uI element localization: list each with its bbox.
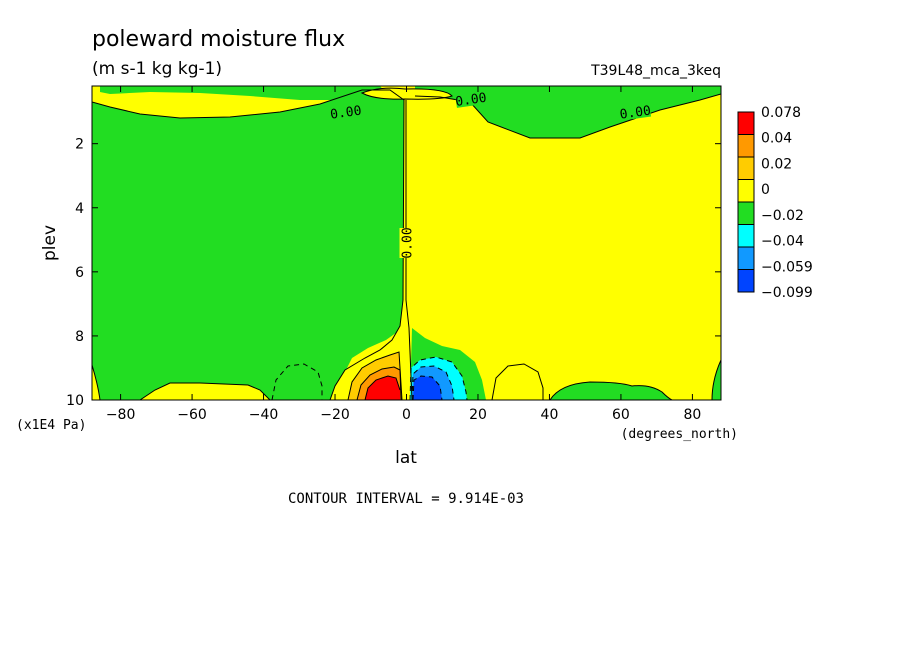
colorbar: 0.078 0.04 0.02 0 −0.02 −0.04 −0.059 −0.099 <box>737 105 813 301</box>
zero-contour-equator <box>405 100 413 400</box>
positive-cell-red <box>365 376 400 400</box>
zero-contour-north-bottom <box>549 381 673 400</box>
y-tick-label: 4 <box>75 201 84 217</box>
contour-label-bg <box>399 228 414 258</box>
x-tick-label: 40 <box>541 407 559 423</box>
contour-label: 0.00 <box>329 102 363 123</box>
contour-label-text: 0.00 <box>619 104 652 123</box>
x-tick-label: 0 <box>402 407 411 423</box>
contour-label: 0.00 <box>619 102 652 123</box>
colorbar-swatch <box>737 201 755 225</box>
contour-label-bg <box>329 102 362 121</box>
colorbar-label: 0 <box>761 182 770 198</box>
y-axis-label: plev <box>40 225 60 261</box>
colorbar-label: −0.099 <box>761 285 813 301</box>
x-tick-label: 80 <box>683 407 701 423</box>
region-south-negative <box>92 90 404 400</box>
units-subtitle: (m s-1 kg kg-1) <box>92 59 222 79</box>
x-axis-label: lat <box>395 448 417 468</box>
colorbar-label: 0.02 <box>761 156 792 172</box>
colorbar-swatch <box>737 269 755 293</box>
contour-interval-text: CONTOUR INTERVAL = 9.914E-03 <box>288 491 524 507</box>
x-axis-units: (degrees_north) <box>621 427 738 442</box>
colorbar-label: −0.02 <box>761 208 804 224</box>
colorbar-label: 0.04 <box>761 131 792 147</box>
colorbar-swatch <box>737 224 755 248</box>
y-tick-label: 8 <box>75 329 84 345</box>
contour-label: 0.00 <box>454 89 488 110</box>
contour-label-text: 0.00 <box>329 104 362 123</box>
colorbar-swatch <box>737 246 755 270</box>
region-north-top <box>415 86 721 138</box>
y-tick-label: 2 <box>75 137 84 153</box>
contour-label-text: 0.00 <box>401 227 416 258</box>
x-tick-label: 60 <box>612 407 630 423</box>
y-axis: 2 4 6 8 10 <box>66 137 721 409</box>
contour-labels: 0.00 0.00 0.00 0.00 <box>329 89 652 259</box>
zero-contour-top-oval <box>360 87 453 100</box>
region-top-strip <box>100 86 385 100</box>
weak-negative-contour-south <box>271 363 323 400</box>
colorbar-swatch <box>737 179 755 203</box>
negative-contour-2 <box>411 365 455 400</box>
chart-title: poleward moisture flux <box>92 27 345 52</box>
colorbar-swatch <box>737 156 755 180</box>
zero-contour-main <box>92 89 405 400</box>
x-axis: −80 −60 −40 −20 0 20 40 60 80 <box>106 86 701 423</box>
weak-positive-contour-north <box>491 363 544 400</box>
zero-contour-far-left <box>92 364 101 400</box>
negative-contour-1 <box>409 356 468 400</box>
contour-field <box>92 86 721 400</box>
y-tick-label: 6 <box>75 265 84 281</box>
zero-contour-north-top <box>414 93 721 139</box>
negative-cell-blue <box>413 376 442 400</box>
colorbar-swatch <box>737 111 755 135</box>
zero-contour-far-right <box>711 359 721 400</box>
region-north-right-bottom <box>550 382 672 400</box>
contour-label-text: 0.00 <box>454 91 487 110</box>
contour-label-bg <box>619 102 652 121</box>
y-tick-label: 10 <box>66 393 84 409</box>
x-tick-label: −40 <box>249 407 279 423</box>
x-tick-label: −20 <box>320 407 350 423</box>
contour-label-bg <box>455 89 487 108</box>
contour-label: 0.00 <box>399 227 416 259</box>
run-id-label: T39L48_mca_3keq <box>590 63 721 79</box>
positive-contour-1 <box>347 351 403 400</box>
colorbar-swatch <box>737 134 755 158</box>
x-tick-label: −80 <box>106 407 136 423</box>
x-tick-label: 20 <box>469 407 487 423</box>
x-tick-label: −60 <box>177 407 207 423</box>
zero-contour-south-bottom <box>139 382 271 400</box>
colorbar-label: 0.078 <box>761 105 801 121</box>
positive-contour-3 <box>364 375 401 400</box>
colorbar-label: −0.04 <box>761 234 804 250</box>
y-axis-units: (x1E4 Pa) <box>16 418 86 433</box>
colorbar-label: −0.059 <box>761 259 813 275</box>
positive-contour-2 <box>356 366 402 400</box>
region-far-right <box>712 360 721 400</box>
